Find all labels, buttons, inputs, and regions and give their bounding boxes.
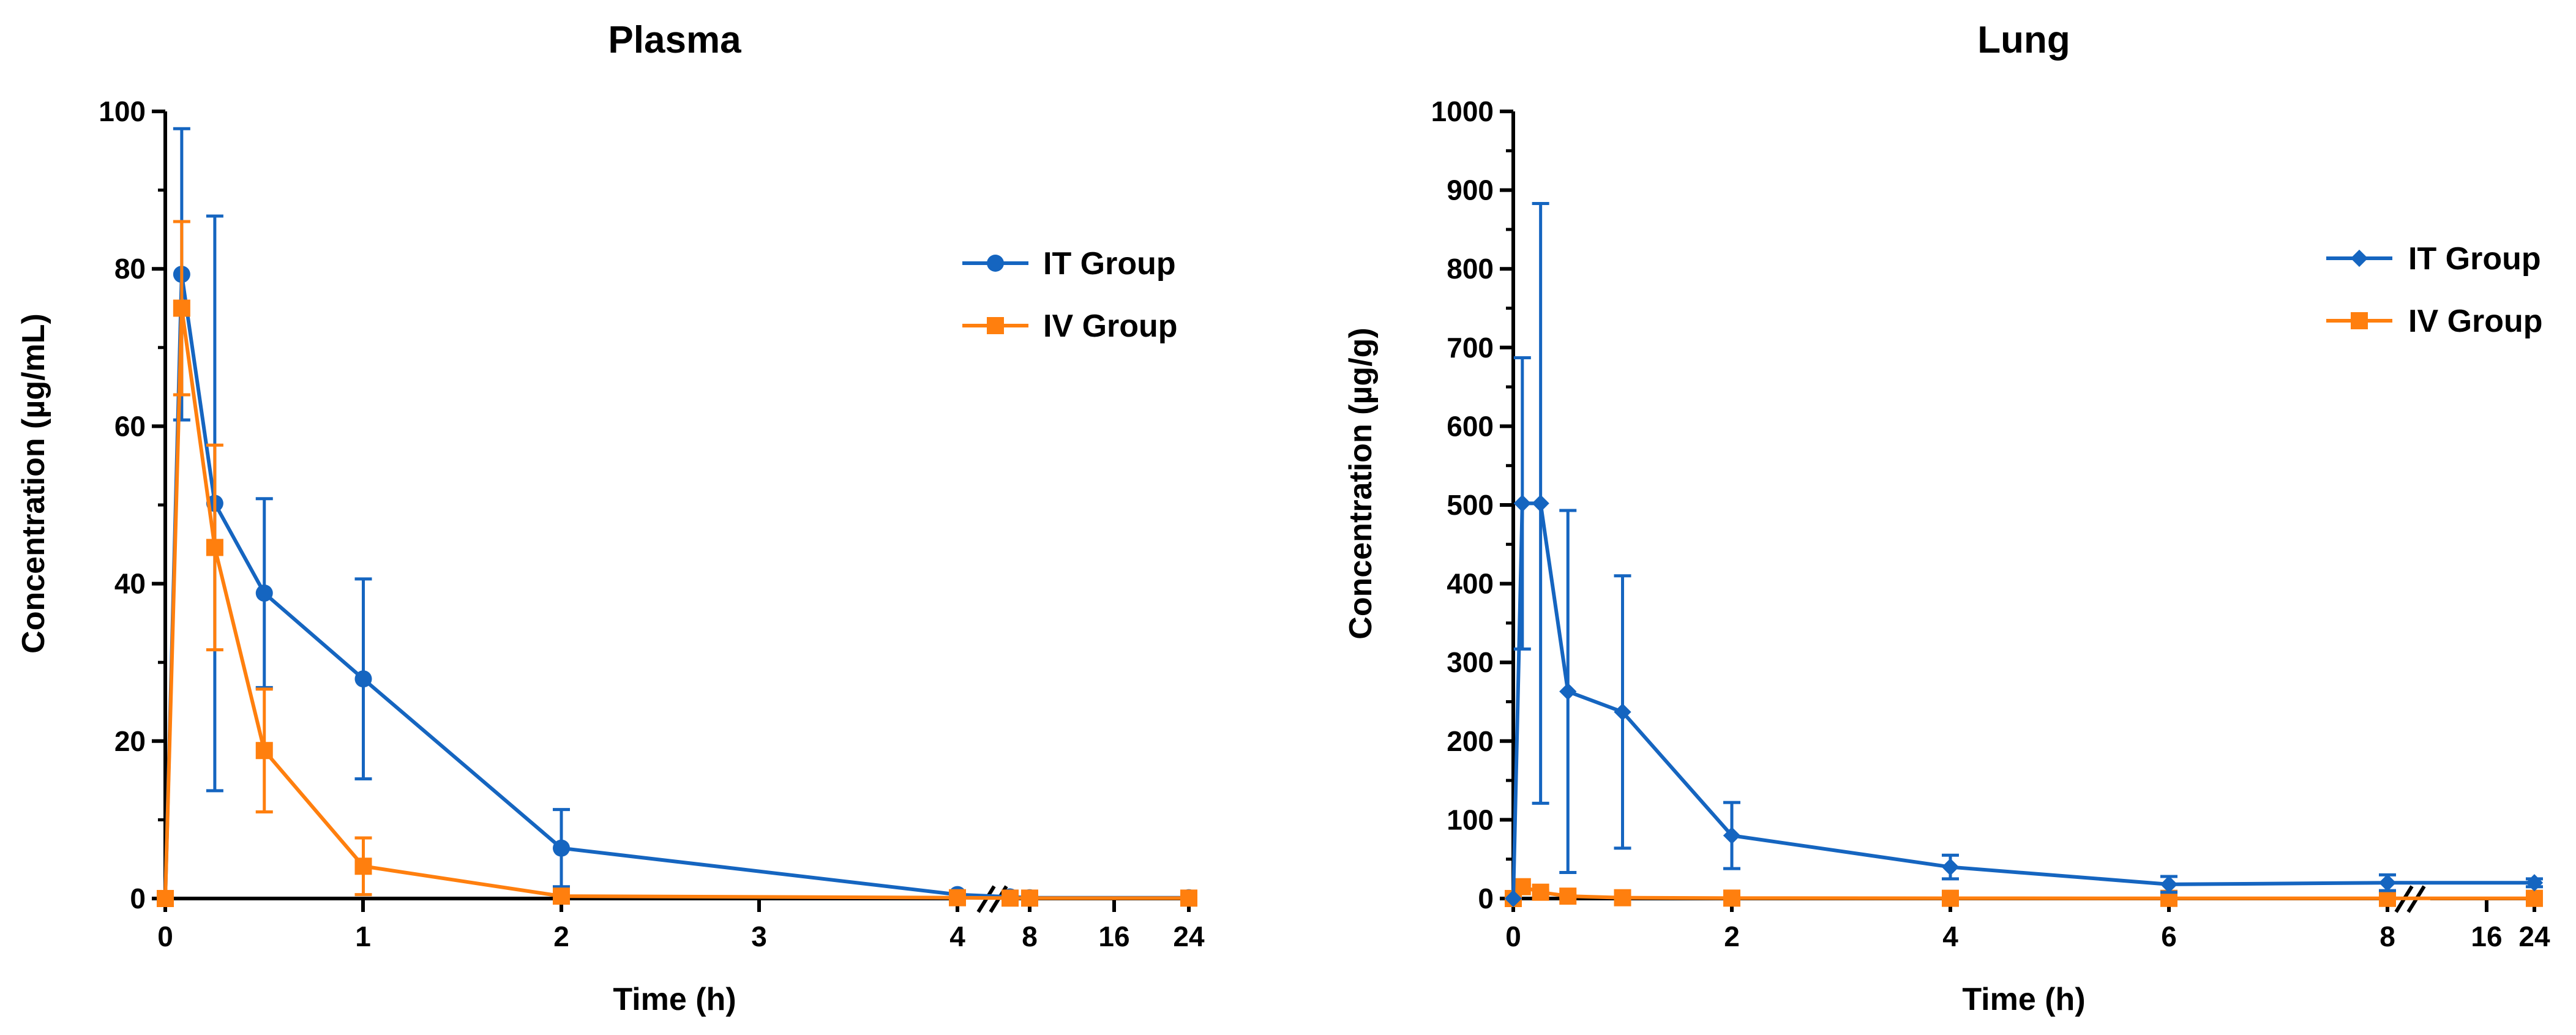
plasma-y-tick-label: 100 bbox=[99, 95, 146, 127]
plasma-data-point bbox=[553, 839, 570, 857]
plasma-y-tick-label: 60 bbox=[114, 410, 146, 442]
lung-y-tick-label: 100 bbox=[1447, 804, 1494, 835]
plasma-x-tick-label: 0 bbox=[157, 921, 173, 952]
lung-data-point bbox=[1513, 495, 1531, 512]
plasma-series-line bbox=[163, 306, 1189, 900]
plasma-y-axis-label: Concentration (µg/mL) bbox=[16, 313, 51, 654]
lung-data-point bbox=[1559, 887, 1577, 905]
lung-data-point bbox=[1559, 682, 1577, 700]
plasma-data-point bbox=[1021, 889, 1038, 907]
plasma-x-tick-label: 16 bbox=[1098, 921, 1129, 952]
lung-data-point bbox=[1941, 858, 1960, 876]
lung-chart: Lung Concentration (µg/g) Time (h) 0 100 2… bbox=[1343, 19, 2550, 1017]
plasma-data-point bbox=[255, 585, 273, 602]
plasma-legend-it-label: IT Group bbox=[1043, 246, 1176, 282]
plasma-x-tick-label: 4 bbox=[949, 921, 965, 952]
plasma-legend-iv-label: IV Group bbox=[1043, 308, 1178, 344]
plasma-chart: Plasma Concentration (µg/mL) Time (h) 0 2… bbox=[16, 19, 1205, 1017]
lung-y-tick-label: 500 bbox=[1447, 489, 1494, 521]
plasma-data-point bbox=[354, 670, 372, 688]
lung-data-point bbox=[1723, 889, 1740, 907]
lung-x-tick-label: 16 bbox=[2471, 921, 2502, 952]
plasma-legend-it-marker bbox=[987, 255, 1004, 272]
lung-data-point bbox=[1532, 883, 1549, 901]
lung-data-point bbox=[2378, 874, 2397, 892]
plasma-series-line bbox=[163, 272, 1189, 900]
lung-data-point bbox=[1942, 889, 1959, 907]
lung-y-tick-label: 200 bbox=[1447, 725, 1494, 757]
lung-legend: IT Group IV Group bbox=[2326, 241, 2543, 339]
plasma-legend: IT Group IV Group bbox=[962, 246, 1178, 344]
lung-data-point bbox=[1504, 889, 1522, 908]
plasma-legend-iv-marker bbox=[987, 317, 1004, 334]
plasma-y-tick-label: 80 bbox=[114, 253, 146, 285]
lung-x-tick-label: 24 bbox=[2518, 921, 2550, 952]
lung-data-point bbox=[1614, 703, 1631, 721]
plasma-x-tick-label: 2 bbox=[553, 921, 569, 952]
lung-x-ticks: 0 2 4 6 8 16 24 bbox=[1505, 899, 2550, 952]
lung-data-point bbox=[1513, 878, 1531, 895]
lung-data-point bbox=[1532, 495, 1549, 512]
plasma-data-point bbox=[949, 889, 966, 906]
lung-data-point bbox=[2526, 889, 2543, 907]
plasma-data-point bbox=[1002, 889, 1019, 907]
lung-x-tick-label: 6 bbox=[2161, 921, 2177, 952]
lung-data-point bbox=[1723, 826, 1741, 845]
lung-data-point bbox=[1614, 889, 1631, 906]
plasma-y-tick-label: 20 bbox=[114, 725, 146, 757]
lung-y-axis-label: Concentration (µg/g) bbox=[1343, 327, 1379, 639]
lung-data-point bbox=[2525, 874, 2544, 892]
plasma-data-point bbox=[255, 742, 273, 760]
plasma-x-axis-label: Time (h) bbox=[613, 982, 736, 1017]
lung-y-tick-label: 400 bbox=[1447, 568, 1494, 600]
lung-y-tick-label: 600 bbox=[1447, 410, 1494, 442]
lung-y-tick-label: 1000 bbox=[1431, 95, 1494, 127]
lung-legend-it-marker bbox=[2350, 249, 2368, 267]
plasma-x-tick-label: 24 bbox=[1173, 921, 1205, 952]
lung-x-tick-label: 2 bbox=[1724, 921, 1740, 952]
plasma-data-point bbox=[1180, 889, 1197, 907]
plasma-series-it bbox=[157, 127, 1197, 907]
plasma-x-ticks: 0 1 2 3 4 8 16 24 bbox=[157, 899, 1205, 952]
plasma-title: Plasma bbox=[608, 19, 741, 61]
lung-legend-it-label: IT Group bbox=[2408, 241, 2541, 277]
lung-x-tick-label: 0 bbox=[1505, 921, 1521, 952]
plasma-series-iv bbox=[157, 220, 1197, 907]
lung-y-tick-label: 700 bbox=[1447, 332, 1494, 364]
lung-series-line bbox=[1511, 884, 2534, 900]
plasma-x-tick-label: 1 bbox=[355, 921, 371, 952]
lung-y-tick-label: 800 bbox=[1447, 253, 1494, 285]
plasma-data-point bbox=[354, 858, 372, 875]
plasma-x-tick-label: 3 bbox=[751, 921, 767, 952]
lung-y-tick-label: 0 bbox=[1478, 883, 1494, 914]
lung-series-line bbox=[1511, 501, 2534, 899]
plasma-y-ticks: 0 20 40 60 80 100 bbox=[99, 95, 165, 914]
lung-x-tick-label: 4 bbox=[1942, 921, 1958, 952]
plasma-y-tick-label: 0 bbox=[130, 883, 146, 914]
lung-y-ticks: 0 100 200 300 400 500 600 700 800 900 1000 bbox=[1431, 95, 1513, 914]
plasma-data-point bbox=[206, 539, 223, 556]
lung-legend-iv-marker bbox=[2351, 312, 2368, 329]
lung-x-axis-label: Time (h) bbox=[1962, 982, 2085, 1017]
lung-x-tick-label: 8 bbox=[2379, 921, 2395, 952]
plasma-y-tick-label: 40 bbox=[114, 568, 146, 600]
plasma-data-point bbox=[553, 887, 570, 905]
plasma-data-point bbox=[173, 299, 190, 317]
lung-y-tick-label: 900 bbox=[1447, 174, 1494, 206]
lung-title: Lung bbox=[1977, 19, 2070, 61]
lung-y-tick-label: 300 bbox=[1447, 646, 1494, 678]
plasma-series bbox=[157, 127, 1197, 907]
lung-series-it bbox=[1504, 201, 2544, 908]
plasma-x-tick-label: 8 bbox=[1022, 921, 1038, 952]
lung-data-point bbox=[2160, 875, 2178, 893]
plasma-data-point bbox=[157, 890, 174, 907]
lung-series-iv bbox=[1505, 878, 2543, 907]
lung-legend-iv-label: IV Group bbox=[2408, 304, 2543, 339]
lung-data-point bbox=[2379, 889, 2396, 907]
lung-series bbox=[1504, 201, 2544, 908]
